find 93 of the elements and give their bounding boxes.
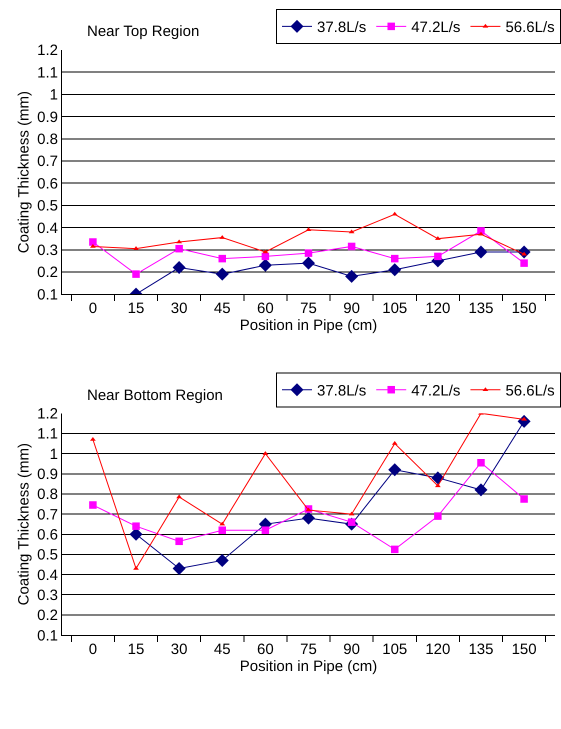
point: [304, 249, 312, 257]
point: [431, 471, 444, 484]
y-tick-label: 1: [50, 86, 58, 104]
legend-label: 37.8L/s: [317, 19, 366, 36]
y-tick-label: 1: [50, 446, 58, 463]
point: [218, 526, 226, 534]
point: [90, 244, 96, 248]
chart-title: Near Top Region: [87, 23, 200, 40]
point: [262, 252, 270, 260]
y-tick-label: 0.5: [37, 546, 58, 564]
chart-title: Near Bottom Region: [87, 387, 223, 404]
x-tick-label: 0: [88, 641, 98, 658]
x-tick-label: 150: [512, 300, 537, 318]
y-tick-label: 0.9: [37, 466, 58, 484]
y-tick-label: 0.4: [37, 220, 58, 237]
point: [390, 254, 398, 262]
point: [348, 242, 356, 250]
y-tick-label: 1.2: [37, 406, 58, 423]
y-tick-label: 0.2: [37, 607, 58, 624]
x-tick-label: 135: [468, 300, 494, 318]
x-tick-label: 135: [468, 641, 494, 658]
y-tick-label: 0.7: [37, 506, 58, 524]
point: [89, 501, 97, 509]
legend-label: 37.8L/s: [317, 382, 366, 400]
legend-label: 56.6L/s: [505, 19, 555, 36]
y-axis-title: Coating Thickness (mm): [15, 90, 32, 254]
y-tick-label: 0.7: [37, 153, 58, 170]
y-tick-label: 0.2: [37, 264, 58, 282]
y-tick-label: 0.3: [37, 586, 58, 604]
y-tick-label: 0.5: [37, 198, 58, 215]
x-tick-label: 75: [300, 641, 317, 658]
point: [302, 256, 315, 270]
x-tick-label: 45: [214, 641, 231, 658]
point: [388, 463, 402, 476]
x-tick-label: 120: [425, 300, 450, 318]
y-tick-label: 0.9: [37, 108, 58, 126]
point: [306, 227, 312, 232]
x-tick-label: 90: [343, 641, 360, 658]
x-tick-label: 75: [300, 300, 317, 318]
x-tick-label: 105: [382, 641, 408, 658]
x-tick-label: 150: [512, 641, 537, 658]
point: [434, 512, 442, 520]
x-axis-title: Position in Pipe (cm): [240, 658, 378, 676]
point: [520, 259, 528, 267]
x-tick-label: 60: [257, 300, 274, 318]
point: [216, 268, 229, 281]
y-axis-title: Coating Thickness (mm): [15, 443, 32, 606]
y-tick-label: 0.8: [37, 131, 58, 148]
point: [345, 270, 358, 283]
point: [302, 512, 315, 525]
x-tick-label: 0: [88, 300, 98, 318]
y-tick-label: 1.1: [37, 426, 58, 443]
point: [172, 562, 186, 576]
point: [434, 252, 442, 260]
point: [474, 483, 488, 496]
y-tick-label: 0.1: [37, 286, 58, 304]
y-tick-label: 0.3: [37, 242, 58, 260]
point: [132, 270, 140, 278]
point: [172, 261, 186, 274]
y-tick-label: 0.4: [37, 566, 58, 584]
x-tick-label: 120: [425, 641, 450, 658]
point: [258, 258, 272, 272]
x-tick-label: 105: [382, 300, 408, 318]
point: [175, 538, 183, 546]
point: [388, 263, 402, 276]
y-tick-label: 0.6: [37, 175, 58, 192]
point: [477, 458, 485, 466]
legend-label: 47.2L/s: [411, 382, 460, 400]
point: [390, 546, 398, 554]
point: [216, 554, 229, 567]
legend-label: 56.6L/s: [505, 382, 555, 400]
x-tick-label: 15: [128, 300, 144, 318]
point: [218, 254, 226, 262]
x-tick-label: 15: [128, 641, 144, 658]
x-tick-label: 45: [214, 300, 231, 318]
legend-label: 47.2L/s: [411, 19, 460, 36]
point: [89, 238, 97, 246]
point: [132, 522, 140, 530]
y-tick-label: 1.1: [37, 64, 58, 82]
x-tick-label: 90: [343, 300, 360, 318]
x-tick-label: 30: [170, 641, 188, 658]
point: [520, 495, 528, 503]
point: [474, 245, 488, 258]
y-tick-label: 0.1: [37, 627, 58, 644]
point: [175, 244, 183, 252]
x-tick-label: 60: [257, 641, 274, 658]
point: [130, 528, 143, 541]
y-tick-label: 1.2: [37, 42, 58, 60]
y-tick-label: 0.8: [37, 486, 58, 504]
y-tick-label: 0.6: [37, 526, 58, 544]
x-tick-label: 30: [170, 300, 188, 318]
point: [262, 526, 270, 534]
x-axis-title: Position in Pipe (cm): [240, 317, 378, 334]
